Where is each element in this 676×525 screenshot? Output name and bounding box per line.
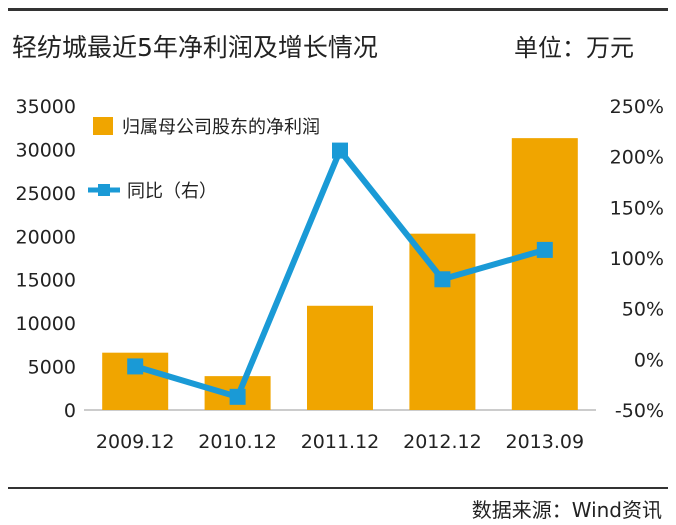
left-tick-label: 15000 [16, 270, 76, 292]
legend-label-line: 同比（右） [127, 181, 217, 202]
line-point [127, 358, 144, 375]
left-tick-label: 30000 [16, 139, 76, 161]
unit-label: 单位：万元 [514, 34, 634, 62]
legend: 归属母公司股东的净利润 同比（右） [88, 117, 320, 202]
legend-label-bar: 归属母公司股东的净利润 [122, 117, 320, 138]
left-axis-ticks: 0 5000 10000 15000 20000 25000 30000 35000 [16, 96, 76, 422]
chart-title: 轻纺城最近5年净利润及增长情况 [12, 33, 378, 62]
bar-series [102, 138, 578, 410]
line-series [127, 142, 553, 405]
x-tick-label: 2012.12 [403, 431, 482, 453]
bar [511, 138, 578, 410]
x-axis-labels: 2009.12 2010.12 2011.12 2012.12 2013.09 [96, 431, 584, 453]
legend-swatch-marker [98, 184, 110, 196]
x-tick-label: 2010.12 [198, 431, 277, 453]
left-tick-label: 35000 [16, 96, 76, 118]
right-axis-ticks: -50% 0% 50% 100% 150% 200% 250% [610, 96, 664, 422]
bottom-rule [8, 487, 668, 489]
bar [409, 233, 476, 410]
right-tick-label: 200% [610, 147, 664, 169]
right-tick-label: 250% [610, 96, 664, 118]
line-point [434, 271, 451, 288]
left-tick-label: 20000 [16, 226, 76, 248]
source-note: 数据来源：Wind资讯 [471, 498, 662, 522]
right-tick-label: 0% [634, 349, 664, 371]
right-tick-label: 150% [610, 197, 664, 219]
line-point [332, 142, 348, 159]
left-tick-label: 10000 [16, 313, 76, 335]
legend-swatch-bar [93, 117, 113, 135]
line-point [229, 388, 246, 405]
x-tick-label: 2009.12 [96, 431, 175, 453]
right-tick-label: 50% [622, 299, 664, 321]
top-rule [8, 8, 668, 11]
right-tick-label: -50% [615, 400, 664, 422]
left-tick-label: 25000 [16, 183, 76, 205]
bar [307, 305, 373, 410]
x-tick-label: 2013.09 [506, 431, 585, 453]
right-tick-label: 100% [610, 248, 664, 270]
line-point [536, 241, 553, 258]
chart: 0 5000 10000 15000 20000 25000 30000 35000 -50%… [16, 96, 664, 453]
left-tick-label: 0 [64, 400, 76, 422]
x-tick-label: 2011.12 [301, 431, 380, 453]
left-tick-label: 5000 [28, 357, 76, 379]
